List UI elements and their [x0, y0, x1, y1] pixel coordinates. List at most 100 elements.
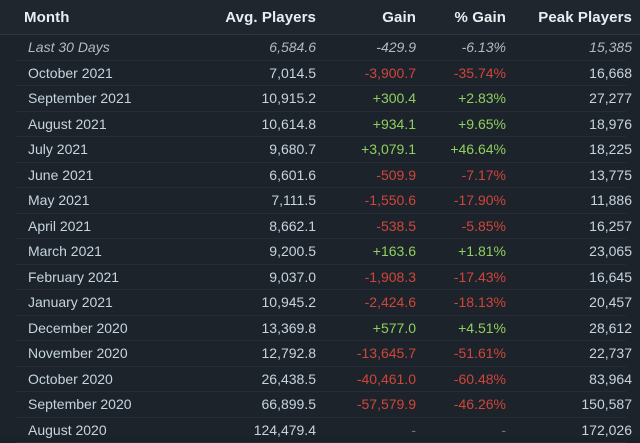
- cell-pct-gain: -: [416, 422, 506, 438]
- cell-peak-players: 18,976: [506, 116, 632, 132]
- cell-pct-gain: -60.48%: [416, 371, 506, 387]
- cell-gain: +934.1: [316, 116, 416, 132]
- cell-month: Last 30 Days: [16, 39, 176, 55]
- cell-gain: -1,550.6: [316, 192, 416, 208]
- cell-month: October 2021: [16, 65, 176, 81]
- cell-gain: -2,424.6: [316, 294, 416, 310]
- cell-month: February 2021: [16, 269, 176, 285]
- cell-peak-players: 20,457: [506, 294, 632, 310]
- cell-peak-players: 27,277: [506, 90, 632, 106]
- cell-month: September 2021: [16, 90, 176, 106]
- cell-month: July 2021: [16, 141, 176, 157]
- cell-peak-players: 16,645: [506, 269, 632, 285]
- cell-pct-gain: -51.61%: [416, 345, 506, 361]
- cell-avg-players: 6,584.6: [176, 39, 316, 55]
- cell-avg-players: 8,662.1: [176, 218, 316, 234]
- cell-avg-players: 10,945.2: [176, 294, 316, 310]
- cell-peak-players: 23,065: [506, 243, 632, 259]
- cell-avg-players: 7,014.5: [176, 65, 316, 81]
- cell-peak-players: 15,385: [506, 39, 632, 55]
- cell-peak-players: 13,775: [506, 167, 632, 183]
- cell-pct-gain: -6.13%: [416, 39, 506, 55]
- cell-gain: -3,900.7: [316, 65, 416, 81]
- cell-avg-players: 26,438.5: [176, 371, 316, 387]
- cell-month: August 2020: [16, 422, 176, 438]
- header-pct-gain[interactable]: % Gain: [416, 9, 506, 26]
- cell-gain: -13,645.7: [316, 345, 416, 361]
- cell-month: March 2021: [16, 243, 176, 259]
- cell-gain: -1,908.3: [316, 269, 416, 285]
- cell-month: August 2021: [16, 116, 176, 132]
- cell-gain: +3,079.1: [316, 141, 416, 157]
- cell-month: December 2020: [16, 320, 176, 336]
- cell-gain: -509.9: [316, 167, 416, 183]
- header-gain[interactable]: Gain: [316, 9, 416, 26]
- cell-pct-gain: -18.13%: [416, 294, 506, 310]
- cell-gain: +577.0: [316, 320, 416, 336]
- cell-avg-players: 9,680.7: [176, 141, 316, 157]
- cell-pct-gain: -35.74%: [416, 65, 506, 81]
- cell-avg-players: 9,200.5: [176, 243, 316, 259]
- cell-pct-gain: -5.85%: [416, 218, 506, 234]
- header-peak-players[interactable]: Peak Players: [506, 9, 632, 26]
- cell-pct-gain: +4.51%: [416, 320, 506, 336]
- cell-month: May 2021: [16, 192, 176, 208]
- cell-peak-players: 16,668: [506, 65, 632, 81]
- cell-peak-players: 22,737: [506, 345, 632, 361]
- cell-gain: -40,461.0: [316, 371, 416, 387]
- header-avg-players[interactable]: Avg. Players: [176, 9, 316, 26]
- cell-avg-players: 9,037.0: [176, 269, 316, 285]
- cell-avg-players: 13,369.8: [176, 320, 316, 336]
- cell-avg-players: 10,614.8: [176, 116, 316, 132]
- cell-pct-gain: +2.83%: [416, 90, 506, 106]
- cell-pct-gain: -17.90%: [416, 192, 506, 208]
- cell-pct-gain: -7.17%: [416, 167, 506, 183]
- cell-month: November 2020: [16, 345, 176, 361]
- cell-gain: -429.9: [316, 39, 416, 55]
- cell-gain: -: [316, 422, 416, 438]
- cell-month: January 2021: [16, 294, 176, 310]
- cell-month: October 2020: [16, 371, 176, 387]
- cell-pct-gain: -17.43%: [416, 269, 506, 285]
- cell-avg-players: 10,915.2: [176, 90, 316, 106]
- cell-month: September 2020: [16, 396, 176, 412]
- cell-peak-players: 150,587: [506, 396, 632, 412]
- cell-peak-players: 11,886: [506, 192, 632, 208]
- cell-gain: -57,579.9: [316, 396, 416, 412]
- cell-avg-players: 6,601.6: [176, 167, 316, 183]
- table-header: Month Avg. Players Gain % Gain Peak Play…: [0, 0, 640, 35]
- cell-avg-players: 12,792.8: [176, 345, 316, 361]
- cell-peak-players: 28,612: [506, 320, 632, 336]
- cell-peak-players: 18,225: [506, 141, 632, 157]
- cell-peak-players: 16,257: [506, 218, 632, 234]
- cell-gain: -538.5: [316, 218, 416, 234]
- cell-pct-gain: +46.64%: [416, 141, 506, 157]
- cell-avg-players: 124,479.4: [176, 422, 316, 438]
- cell-peak-players: 172,026: [506, 422, 632, 438]
- header-month[interactable]: Month: [16, 9, 176, 26]
- cell-gain: +300.4: [316, 90, 416, 106]
- cell-month: June 2021: [16, 167, 176, 183]
- cell-avg-players: 66,899.5: [176, 396, 316, 412]
- cell-peak-players: 83,964: [506, 371, 632, 387]
- cell-pct-gain: +9.65%: [416, 116, 506, 132]
- cell-pct-gain: -46.26%: [416, 396, 506, 412]
- cell-pct-gain: +1.81%: [416, 243, 506, 259]
